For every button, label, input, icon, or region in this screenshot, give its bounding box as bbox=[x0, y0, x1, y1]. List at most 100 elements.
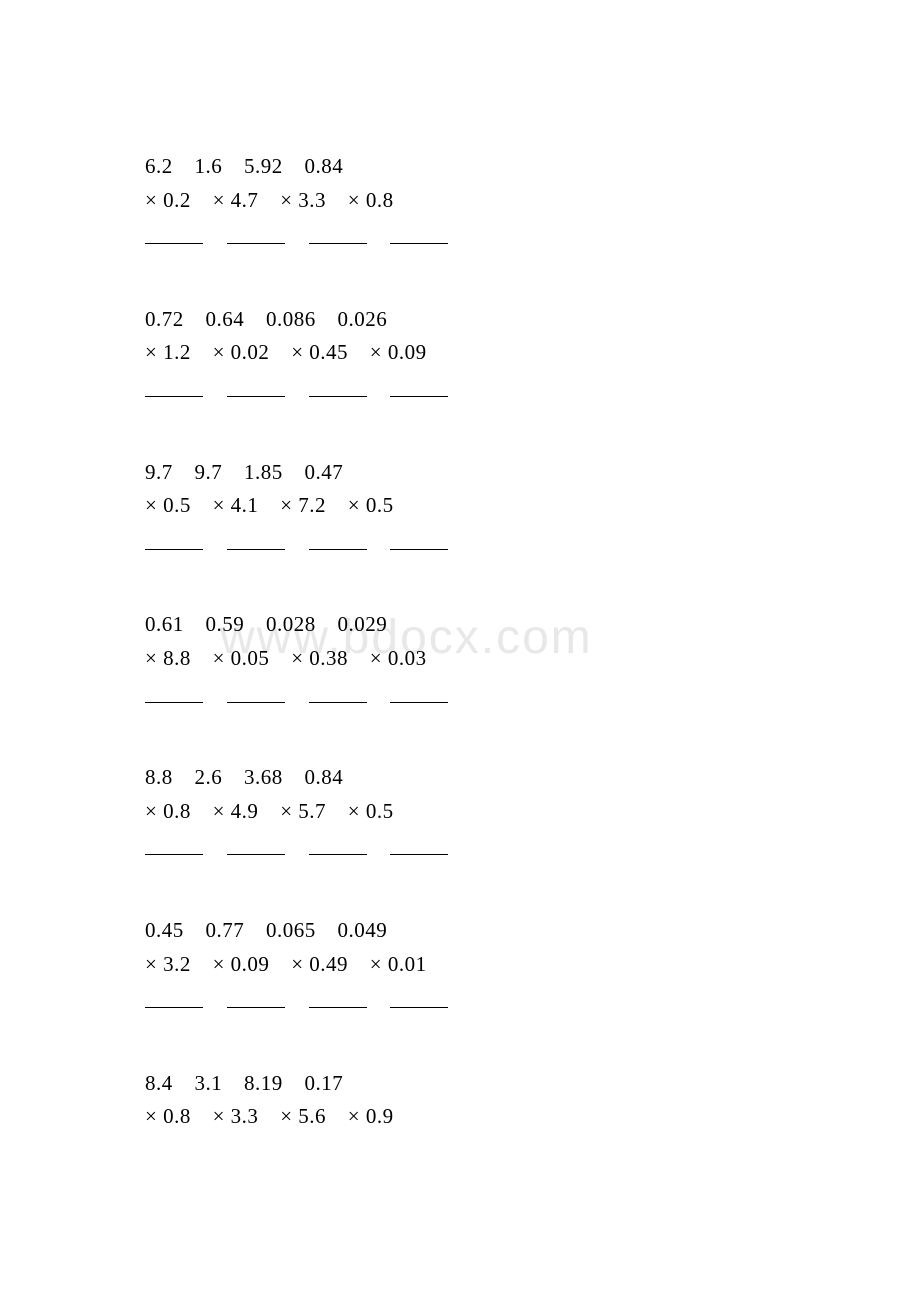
operand: 0.45 bbox=[145, 914, 184, 948]
answer-blank bbox=[227, 839, 285, 855]
multiplier: × 5.6 bbox=[280, 1100, 326, 1134]
operand: 6.2 bbox=[145, 150, 173, 184]
multipliers-row: × 0.8 × 3.3 × 5.6 × 0.9 bbox=[145, 1100, 920, 1134]
problem-group: 8.8 2.6 3.68 0.84 × 0.8 × 4.9 × 5.7 × 0.… bbox=[145, 761, 920, 866]
multiplier: × 7.2 bbox=[280, 489, 326, 523]
answer-blank bbox=[227, 381, 285, 397]
answer-blank bbox=[390, 839, 448, 855]
operand: 0.17 bbox=[305, 1067, 344, 1101]
multiplier: × 0.49 bbox=[291, 948, 348, 982]
answer-blank bbox=[390, 992, 448, 1008]
operand: 0.049 bbox=[338, 914, 388, 948]
multiplier: × 0.8 bbox=[145, 1100, 191, 1134]
multiplier: × 0.9 bbox=[348, 1100, 394, 1134]
operands-row: 0.72 0.64 0.086 0.026 bbox=[145, 303, 920, 337]
operand: 0.47 bbox=[305, 456, 344, 490]
multiplier: × 1.2 bbox=[145, 336, 191, 370]
operand: 0.029 bbox=[338, 608, 388, 642]
multiplier: × 0.8 bbox=[348, 184, 394, 218]
multiplier: × 0.03 bbox=[370, 642, 427, 676]
operand: 0.028 bbox=[266, 608, 316, 642]
answer-blank bbox=[390, 381, 448, 397]
multiplier: × 0.01 bbox=[370, 948, 427, 982]
operand: 0.065 bbox=[266, 914, 316, 948]
answer-blanks-row bbox=[145, 985, 920, 1019]
multiplier: × 0.5 bbox=[145, 489, 191, 523]
answer-blanks-row bbox=[145, 374, 920, 408]
answer-blank bbox=[309, 381, 367, 397]
multiplier: × 0.5 bbox=[348, 489, 394, 523]
problem-group: 8.4 3.1 8.19 0.17 × 0.8 × 3.3 × 5.6 × 0.… bbox=[145, 1067, 920, 1134]
multipliers-row: × 0.8 × 4.9 × 5.7 × 0.5 bbox=[145, 795, 920, 829]
operand: 0.84 bbox=[305, 761, 344, 795]
operands-row: 8.4 3.1 8.19 0.17 bbox=[145, 1067, 920, 1101]
multiplier: × 0.5 bbox=[348, 795, 394, 829]
worksheet-content: 6.2 1.6 5.92 0.84 × 0.2 × 4.7 × 3.3 × 0.… bbox=[145, 150, 920, 1134]
answer-blanks-row bbox=[145, 832, 920, 866]
answer-blank bbox=[309, 687, 367, 703]
operands-row: 0.61 0.59 0.028 0.029 bbox=[145, 608, 920, 642]
operand: 0.72 bbox=[145, 303, 184, 337]
operand: 0.59 bbox=[206, 608, 245, 642]
operands-row: 9.7 9.7 1.85 0.47 bbox=[145, 456, 920, 490]
problem-group: 0.72 0.64 0.086 0.026 × 1.2 × 0.02 × 0.4… bbox=[145, 303, 920, 408]
multipliers-row: × 3.2 × 0.09 × 0.49 × 0.01 bbox=[145, 948, 920, 982]
operand: 9.7 bbox=[195, 456, 223, 490]
operand: 5.92 bbox=[244, 150, 283, 184]
answer-blank bbox=[227, 687, 285, 703]
multiplier: × 0.45 bbox=[291, 336, 348, 370]
multiplier: × 0.2 bbox=[145, 184, 191, 218]
answer-blank bbox=[227, 534, 285, 550]
answer-blank bbox=[227, 992, 285, 1008]
multipliers-row: × 1.2 × 0.02 × 0.45 × 0.09 bbox=[145, 336, 920, 370]
operand: 3.1 bbox=[195, 1067, 223, 1101]
answer-blanks-row bbox=[145, 221, 920, 255]
multiplier: × 0.09 bbox=[370, 336, 427, 370]
multiplier: × 4.7 bbox=[213, 184, 259, 218]
operand: 1.6 bbox=[195, 150, 223, 184]
multiplier: × 0.38 bbox=[291, 642, 348, 676]
answer-blank bbox=[309, 228, 367, 244]
operand: 0.61 bbox=[145, 608, 184, 642]
multiplier: × 0.02 bbox=[213, 336, 270, 370]
operand: 3.68 bbox=[244, 761, 283, 795]
answer-blank bbox=[390, 228, 448, 244]
problem-group: 6.2 1.6 5.92 0.84 × 0.2 × 4.7 × 3.3 × 0.… bbox=[145, 150, 920, 255]
operand: 8.19 bbox=[244, 1067, 283, 1101]
answer-blank bbox=[309, 992, 367, 1008]
answer-blank bbox=[145, 839, 203, 855]
problem-group: 9.7 9.7 1.85 0.47 × 0.5 × 4.1 × 7.2 × 0.… bbox=[145, 456, 920, 561]
operand: 0.026 bbox=[338, 303, 388, 337]
answer-blank bbox=[309, 534, 367, 550]
multiplier: × 0.09 bbox=[213, 948, 270, 982]
answer-blank bbox=[227, 228, 285, 244]
operand: 1.85 bbox=[244, 456, 283, 490]
answer-blank bbox=[145, 381, 203, 397]
multiplier: × 3.2 bbox=[145, 948, 191, 982]
answer-blank bbox=[145, 687, 203, 703]
operand: 8.8 bbox=[145, 761, 173, 795]
multiplier: × 8.8 bbox=[145, 642, 191, 676]
multipliers-row: × 0.2 × 4.7 × 3.3 × 0.8 bbox=[145, 184, 920, 218]
answer-blank bbox=[145, 992, 203, 1008]
operand: 8.4 bbox=[145, 1067, 173, 1101]
multiplier: × 4.9 bbox=[213, 795, 259, 829]
operand: 2.6 bbox=[195, 761, 223, 795]
multipliers-row: × 8.8 × 0.05 × 0.38 × 0.03 bbox=[145, 642, 920, 676]
operand: 0.84 bbox=[305, 150, 344, 184]
problem-group: 0.61 0.59 0.028 0.029 × 8.8 × 0.05 × 0.3… bbox=[145, 608, 920, 713]
answer-blank bbox=[390, 687, 448, 703]
problem-group: 0.45 0.77 0.065 0.049 × 3.2 × 0.09 × 0.4… bbox=[145, 914, 920, 1019]
operands-row: 0.45 0.77 0.065 0.049 bbox=[145, 914, 920, 948]
answer-blank bbox=[390, 534, 448, 550]
answer-blank bbox=[145, 534, 203, 550]
multiplier: × 0.05 bbox=[213, 642, 270, 676]
multiplier: × 3.3 bbox=[280, 184, 326, 218]
operands-row: 6.2 1.6 5.92 0.84 bbox=[145, 150, 920, 184]
answer-blank bbox=[309, 839, 367, 855]
multiplier: × 3.3 bbox=[213, 1100, 259, 1134]
operands-row: 8.8 2.6 3.68 0.84 bbox=[145, 761, 920, 795]
answer-blank bbox=[145, 228, 203, 244]
operand: 0.64 bbox=[206, 303, 245, 337]
operand: 9.7 bbox=[145, 456, 173, 490]
